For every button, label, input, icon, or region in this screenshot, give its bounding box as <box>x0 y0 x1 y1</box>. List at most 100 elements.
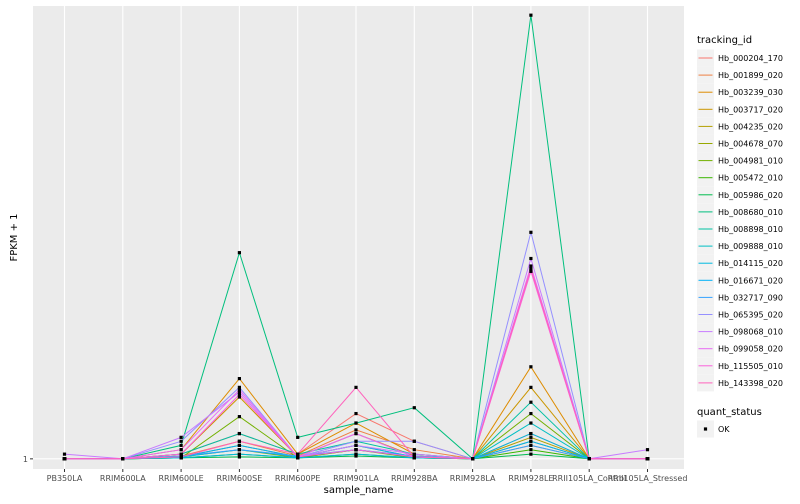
data-points <box>62 13 650 461</box>
data-point <box>354 452 358 456</box>
legend-label: Hb_098068_010 <box>718 328 783 337</box>
x-tick-label: RRII105LA_Stressed <box>608 474 688 483</box>
legend-label: Hb_009888_010 <box>718 242 783 251</box>
legend-label: Hb_004235_020 <box>718 122 783 131</box>
legend-item: Hb_004678_070 <box>697 135 783 152</box>
legend-item: Hb_003239_030 <box>697 83 783 101</box>
data-point <box>121 457 125 461</box>
data-point <box>237 251 241 255</box>
legend-item: Hb_001899_020 <box>697 66 783 84</box>
legend-items: Hb_000204_170 Hb_001899_020 Hb_003239_030 H… <box>697 49 783 392</box>
x-tick-label: RRII105LA_Control <box>552 474 626 483</box>
legend-item: Hb_014115_020 <box>697 254 783 272</box>
data-point <box>529 411 533 416</box>
data-point <box>354 431 358 436</box>
data-point <box>237 439 241 443</box>
data-point <box>179 455 183 459</box>
legend-item: Hb_003717_020 <box>697 100 783 118</box>
data-point <box>179 448 183 452</box>
y-axis-title: FPKM + 1 <box>9 213 20 261</box>
data-point <box>529 421 533 425</box>
shape-legend-title: quant_status <box>697 407 762 418</box>
data-point <box>529 400 533 404</box>
legend-label: Hb_008680_010 <box>718 208 783 217</box>
shape-legend-item: OK <box>697 420 730 438</box>
data-point <box>296 452 300 456</box>
legend-label: Hb_004981_010 <box>718 157 783 166</box>
data-point <box>354 411 358 416</box>
data-point <box>354 448 358 452</box>
data-point <box>179 435 183 439</box>
y-tick-label: 1 <box>23 455 28 464</box>
data-point <box>354 454 358 458</box>
data-point <box>645 448 650 452</box>
legend-item: Hb_032717_090 <box>697 288 783 306</box>
legend-label: Hb_005986_020 <box>718 191 783 200</box>
legend-label: Hb_008898_010 <box>718 225 783 234</box>
data-point <box>296 435 300 439</box>
data-point <box>412 452 416 456</box>
legend-label: OK <box>718 425 730 434</box>
data-point <box>354 385 358 389</box>
data-point <box>529 443 533 447</box>
x-tick-label: RRIM600PE <box>275 474 321 483</box>
data-point <box>412 439 416 443</box>
y-axis: 1 <box>23 455 33 464</box>
data-point <box>354 443 358 447</box>
legend-label: Hb_003717_020 <box>718 105 783 114</box>
legend-item: Hb_065395_020 <box>697 306 783 323</box>
legend-item: Hb_004235_020 <box>697 117 783 135</box>
data-point <box>62 457 67 461</box>
data-point <box>237 431 241 436</box>
data-point <box>645 457 650 461</box>
legend-label: Hb_099058_020 <box>718 345 783 354</box>
data-point <box>237 395 241 399</box>
legend-item: Hb_008680_010 <box>697 203 783 221</box>
x-tick-label: RRIM928BA <box>391 474 438 483</box>
data-point <box>529 267 533 271</box>
data-point <box>237 452 241 456</box>
legend-item: Hb_000204_170 <box>697 49 783 67</box>
legend-item: Hb_004981_010 <box>697 152 783 170</box>
data-point <box>529 452 533 456</box>
data-point <box>529 448 533 452</box>
legend-label: Hb_065395_020 <box>718 311 783 320</box>
legend-item: Hb_005986_020 <box>697 186 783 204</box>
data-point <box>529 256 533 261</box>
legend-item: Hb_098068_010 <box>697 323 783 341</box>
legend-item: Hb_009888_010 <box>697 237 783 255</box>
legend-label: Hb_115505_010 <box>718 362 783 371</box>
legend-title: tracking_id <box>697 35 752 46</box>
x-tick-label: RRIM600LE <box>159 474 204 483</box>
legend-item: Hb_099058_020 <box>697 340 783 358</box>
data-point <box>529 385 533 389</box>
panel-background <box>33 6 684 469</box>
legend-label: Hb_001899_020 <box>718 71 783 80</box>
legend-label: Hb_003239_030 <box>718 88 783 97</box>
legend-item: Hb_016671_020 <box>697 271 783 289</box>
legend: tracking_id Hb_000204_170Hb_001899_020Hb… <box>697 35 783 438</box>
shape-legend-items: OK <box>697 420 730 438</box>
legend-item: Hb_005472_010 <box>697 169 783 187</box>
data-point <box>237 443 241 447</box>
x-tick-label: RRIM901LA <box>333 474 379 483</box>
x-tick-label: RRIM928LE <box>508 474 553 483</box>
data-point <box>529 439 533 443</box>
data-point <box>179 452 183 456</box>
legend-item: Hb_143398_020 <box>697 374 783 392</box>
legend-item: Hb_008898_010 <box>697 220 783 238</box>
data-point <box>237 455 241 459</box>
data-point <box>412 455 416 459</box>
x-axis-title: sample_name <box>324 485 394 496</box>
x-tick-label: RRIM928LA <box>450 474 496 483</box>
data-point <box>237 392 241 397</box>
legend-label: Hb_016671_020 <box>718 276 783 285</box>
legend-label: Hb_032717_090 <box>718 293 783 302</box>
data-point <box>529 13 533 17</box>
data-point <box>529 230 533 234</box>
data-point <box>529 264 533 268</box>
data-point <box>179 443 183 447</box>
data-point <box>296 455 300 459</box>
